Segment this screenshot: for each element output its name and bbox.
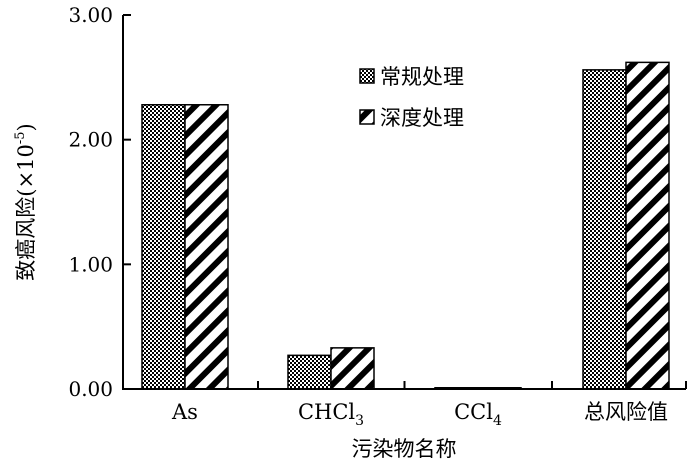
bar-1-0	[184, 104, 229, 390]
legend-swatch-0	[359, 68, 375, 84]
x-category-label-2: CCl4	[454, 400, 502, 429]
legend-label-0: 常规处理	[380, 65, 464, 89]
legend-swatch-1	[359, 109, 375, 125]
legend: 常规处理 深度处理	[359, 65, 464, 130]
y-axis-title-main: 致癌风险(×10	[14, 144, 38, 281]
bar-0-1	[287, 354, 332, 390]
x-axis-title: 污染物名称	[352, 437, 457, 461]
x-category-label-3: 总风险值	[584, 400, 668, 424]
y-tick-label-2: 2.00	[68, 128, 113, 152]
legend-label-1: 深度处理	[380, 106, 464, 130]
y-ticks: 0.00 1.00 2.00 3.00	[68, 3, 131, 401]
bars-layer	[141, 61, 670, 390]
x-category-label-main-3: 总风险值	[584, 400, 668, 424]
x-category-label-main-2: CCl	[454, 400, 493, 424]
x-category-label-main-1: CHCl	[298, 400, 355, 424]
x-category-label-sub-2: 4	[493, 413, 502, 429]
x-category-label-sub-1: 3	[355, 413, 364, 429]
y-tick-label-1: 1.00	[68, 252, 113, 276]
bar-1-3	[625, 61, 670, 390]
x-category-label-0: As	[171, 400, 198, 424]
bar-1-1	[330, 347, 375, 390]
x-ticks	[257, 381, 687, 389]
y-tick-label-0: 0.00	[68, 377, 113, 401]
y-axis-title-close: )	[14, 123, 38, 131]
y-tick-label-3: 3.00	[68, 3, 113, 27]
x-category-label-1: CHCl3	[298, 400, 364, 429]
bar-0-0	[141, 104, 186, 390]
x-category-label-main-0: As	[171, 400, 198, 424]
x-category-labels: As CHCl3 CCl4 总风险值	[171, 400, 668, 429]
y-axis-title-sup: -5	[13, 132, 28, 145]
bar-0-3	[582, 69, 627, 390]
y-axis-title: 致癌风险(×10-5)	[13, 123, 38, 280]
